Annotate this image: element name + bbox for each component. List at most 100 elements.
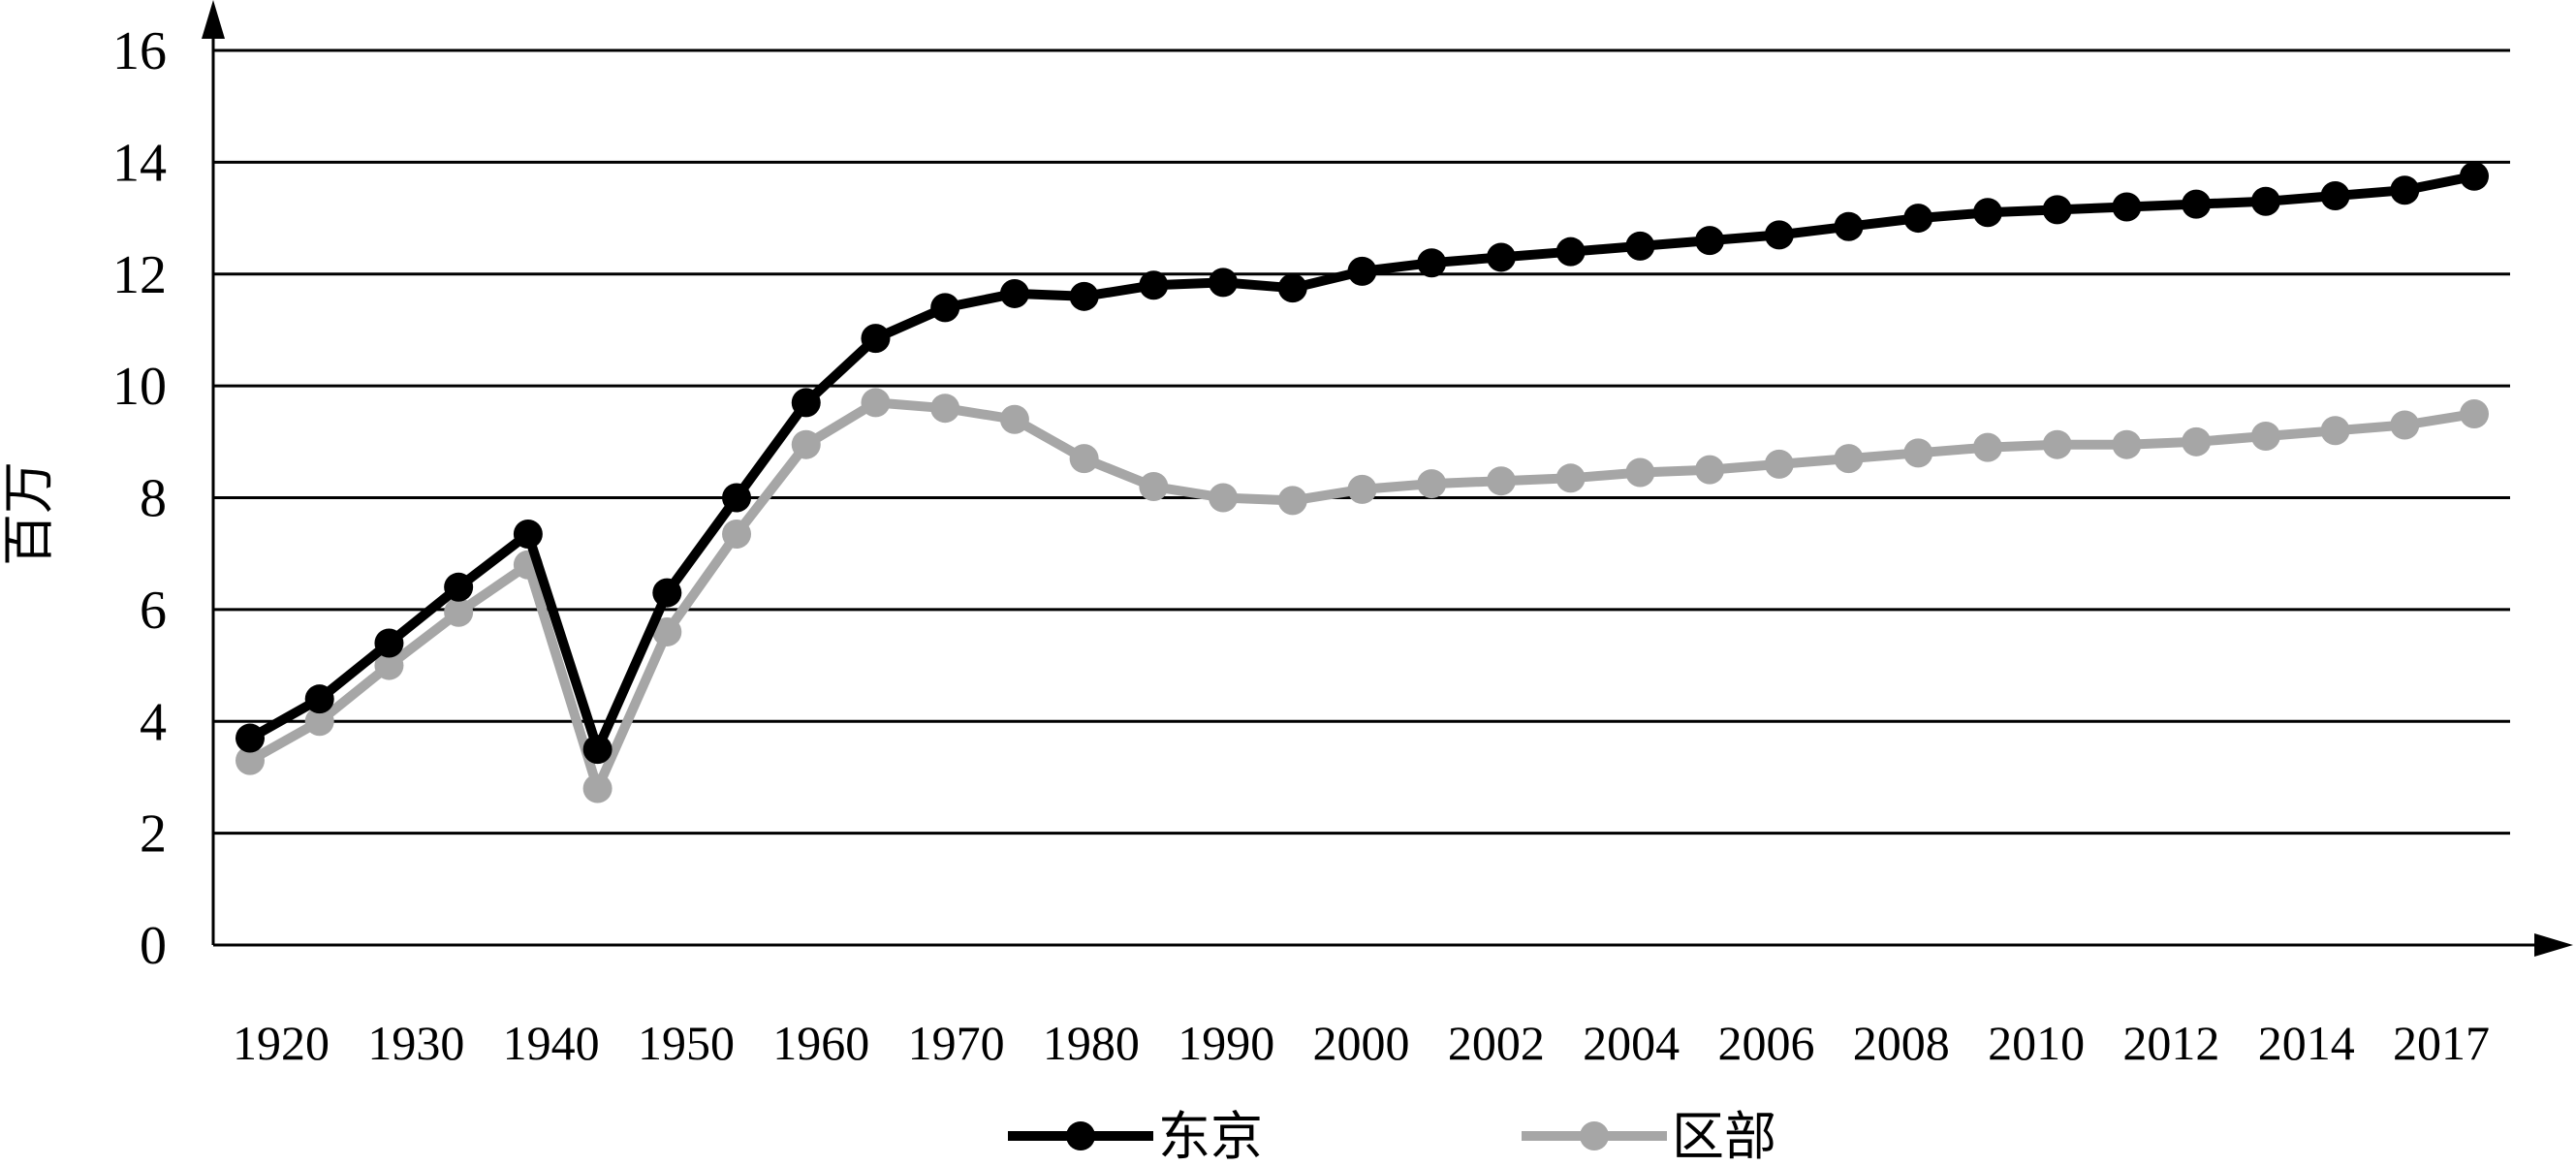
data-point [1277, 486, 1307, 516]
data-point [1972, 198, 2002, 228]
data-point [1834, 211, 1864, 241]
series [236, 161, 2489, 804]
data-point [1695, 226, 1725, 256]
data-point [722, 519, 752, 549]
x-tick-label: 2004 [1583, 1016, 1680, 1070]
legend-item: 东京 [1008, 1106, 1263, 1166]
data-point [582, 735, 613, 765]
data-point [2042, 195, 2072, 225]
data-point [1903, 438, 1933, 468]
series-tokyo [236, 161, 2489, 765]
data-point [1764, 220, 1794, 250]
data-point [444, 572, 474, 602]
data-point [2460, 161, 2489, 191]
data-point [2112, 192, 2142, 222]
data-point [2320, 416, 2350, 446]
data-point [1625, 231, 1655, 261]
x-tick-label: 1930 [367, 1016, 464, 1070]
data-point [236, 745, 265, 775]
y-axis-arrow [202, 0, 225, 39]
data-point [2182, 426, 2212, 457]
data-point [861, 388, 891, 418]
x-tick-label: 1940 [503, 1016, 600, 1070]
y-tick-label: 16 [112, 21, 167, 81]
legend: 东京 区部 [1008, 1106, 1776, 1166]
x-tick-label: 2000 [1313, 1016, 1410, 1070]
data-point [1625, 457, 1655, 488]
data-point [374, 628, 404, 658]
data-point [444, 597, 474, 627]
x-tick-label: 2006 [1717, 1016, 1814, 1070]
data-point [1417, 469, 1447, 499]
x-tick-label: 2008 [1853, 1016, 1950, 1070]
data-point [1209, 483, 1239, 513]
data-point [1069, 281, 1099, 311]
data-point [1139, 471, 1169, 501]
x-tick-label: 2017 [2393, 1016, 2490, 1070]
x-tick-label: 1970 [908, 1016, 1005, 1070]
data-point [1347, 256, 1377, 286]
y-tick-label: 14 [112, 133, 167, 193]
data-point [236, 723, 265, 753]
series-wards [236, 388, 2489, 804]
y-tick-label: 10 [112, 357, 167, 417]
data-point [2390, 175, 2420, 205]
data-point [513, 519, 543, 549]
legend-label: 东京 [1158, 1106, 1263, 1166]
data-point [1834, 444, 1864, 474]
data-point [861, 324, 891, 354]
data-point [1903, 204, 1933, 234]
legend-swatch-marker [1066, 1121, 1095, 1150]
x-tick-label: 1990 [1178, 1016, 1274, 1070]
data-point [1277, 273, 1307, 303]
data-point [582, 773, 613, 804]
legend-item: 区部 [1522, 1106, 1776, 1166]
x-tick-label: 1980 [1043, 1016, 1140, 1070]
x-tick-label: 2010 [1988, 1016, 2085, 1070]
data-point [2320, 180, 2350, 210]
x-tick-label: 2014 [2258, 1016, 2355, 1070]
legend-label: 区部 [1672, 1106, 1776, 1166]
data-point [1069, 444, 1099, 474]
data-point [304, 707, 334, 737]
data-point [2460, 398, 2489, 428]
data-point [1764, 449, 1794, 479]
data-point [652, 616, 682, 646]
data-point [1555, 236, 1586, 267]
y-tick-label: 0 [140, 916, 167, 976]
data-point [374, 650, 404, 680]
axes [202, 0, 2573, 957]
data-point [1695, 455, 1725, 485]
data-point [2390, 410, 2420, 440]
data-point [999, 278, 1029, 308]
y-tick-label: 2 [140, 804, 167, 865]
y-tick-label: 4 [140, 692, 167, 752]
x-tick-label: 1920 [233, 1016, 330, 1070]
legend-swatch-marker [1580, 1121, 1609, 1150]
data-point [2112, 429, 2142, 459]
x-tick-label: 1950 [638, 1016, 735, 1070]
data-point [1139, 270, 1169, 300]
data-point [1209, 268, 1239, 298]
x-tick-label: 2012 [2122, 1016, 2219, 1070]
x-tick-label: 2002 [1448, 1016, 1545, 1070]
data-point [2250, 422, 2280, 452]
data-point [652, 578, 682, 608]
y-tick-label: 8 [140, 469, 167, 529]
data-point [930, 293, 960, 323]
data-point [1347, 474, 1377, 504]
y-tick-labels: 0 2 4 6 8 10 12 14 16 [112, 21, 167, 976]
x-tick-label: 1960 [772, 1016, 869, 1070]
data-point [304, 684, 334, 714]
y-tick-label: 12 [112, 245, 167, 305]
x-axis-arrow [2534, 933, 2573, 957]
data-point [1555, 463, 1586, 493]
data-point [791, 429, 821, 459]
data-point [1486, 242, 1516, 272]
data-point [930, 394, 960, 424]
data-point [999, 404, 1029, 434]
data-point [2042, 429, 2072, 459]
x-tick-labels: 1920 1930 1940 1950 1960 1970 1980 1990 2000 2002… [233, 1016, 2490, 1070]
data-point [1417, 248, 1447, 278]
